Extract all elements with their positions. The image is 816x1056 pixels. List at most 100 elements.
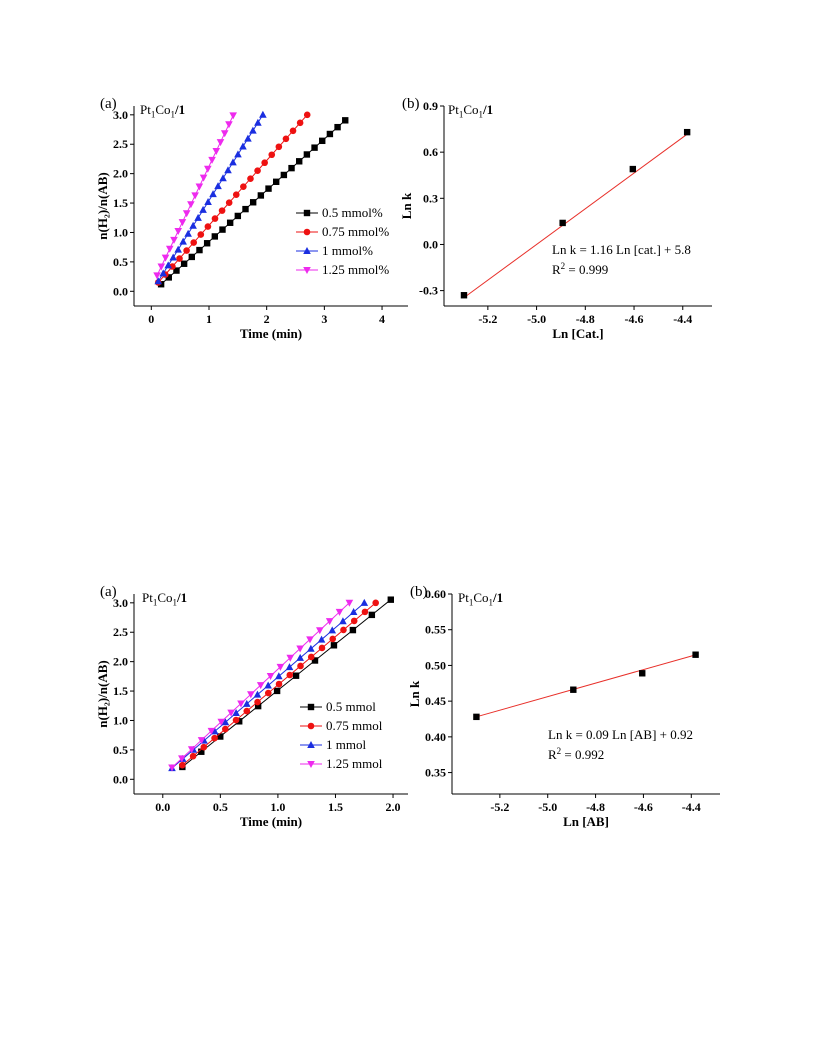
y-tick-label: 0.35 [425, 766, 446, 780]
y-axis-title: Ln k [407, 680, 422, 707]
data-point [204, 223, 212, 230]
data-point [227, 709, 235, 717]
data-point [219, 174, 227, 182]
x-tick-label: -4.8 [576, 312, 595, 326]
data-point [209, 190, 217, 198]
data-point [311, 657, 319, 664]
data-point [239, 142, 247, 150]
data-point [226, 219, 234, 226]
data-point [303, 111, 311, 119]
data-point [179, 237, 187, 245]
sample-label: Pt1Co1/1 [142, 590, 188, 608]
kinetics-chart: 0.0 0.5 1.0 1.5 2.0 2.5 3.0 0.0 0.5 1.0 1.5 2.0 Time… [95, 594, 408, 829]
data-point [339, 617, 347, 625]
y-tick-label: 0.55 [425, 623, 446, 637]
data-point [182, 210, 191, 218]
data-point [340, 626, 347, 634]
legend-label: 1.25 mmol% [322, 262, 389, 277]
legend-label: 1.25 mmol [326, 756, 383, 771]
data-point [275, 143, 283, 151]
data-point [240, 183, 247, 190]
data-point [254, 167, 261, 175]
data-point [217, 718, 226, 726]
data-point [683, 128, 691, 136]
data-point [303, 267, 311, 274]
r-squared: R2 = 0.992 [548, 746, 604, 762]
data-point [178, 219, 187, 227]
data-point [183, 247, 190, 254]
series-0-75-mmol [179, 599, 379, 769]
series-1-25-mmol [168, 599, 354, 772]
sample-label: Pt1Co1/1 [448, 102, 494, 120]
data-point [318, 644, 326, 652]
y-tick-label: 3.0 [113, 108, 128, 122]
data-point [244, 134, 252, 142]
data-point [253, 690, 262, 698]
data-point [334, 123, 341, 131]
legend-label: 0.5 mmol% [322, 205, 383, 220]
r-squared: R2 = 0.999 [552, 261, 608, 277]
data-point [265, 185, 272, 192]
data-point [169, 253, 177, 261]
data-point [273, 687, 281, 695]
data-point [316, 627, 324, 635]
series-line [157, 114, 264, 282]
data-point [196, 246, 203, 254]
data-point [307, 722, 315, 730]
x-tick-label: 0.0 [155, 800, 170, 814]
data-point [219, 226, 226, 233]
x-tick-label: -4.4 [682, 800, 701, 814]
y-axis-title: n(H₂)/n(AB) [95, 172, 110, 239]
data-point [174, 245, 182, 253]
data-point [184, 229, 192, 237]
y-tick-label: 0.60 [425, 587, 446, 601]
data-point [296, 653, 304, 661]
x-axis-title: Ln [AB] [563, 814, 609, 829]
series-0-5-mmol- [157, 117, 349, 288]
data-point [237, 700, 245, 708]
data-point [307, 703, 315, 711]
data-point [203, 240, 211, 247]
y-tick-label: 2.5 [113, 625, 128, 639]
x-axis-title: Time (min) [240, 814, 302, 829]
y-tick-label: 2.0 [113, 167, 128, 181]
y-tick-label: 0.9 [423, 99, 438, 113]
data-point [199, 174, 208, 182]
data-point [292, 672, 300, 679]
data-point [335, 608, 344, 616]
y-tick-label: 0.50 [425, 658, 446, 672]
data-point [232, 709, 240, 717]
data-point [232, 716, 240, 724]
data-point [259, 110, 267, 118]
data-point [197, 231, 205, 238]
x-tick-label: 0.5 [213, 800, 228, 814]
x-tick-label: -5.0 [527, 312, 546, 326]
y-tick-label: 0.0 [423, 237, 438, 251]
data-point [204, 165, 212, 173]
fit-line [476, 654, 696, 718]
data-point [180, 260, 188, 267]
data-point [207, 727, 216, 735]
x-tick-label: 2.0 [386, 800, 401, 814]
data-point [303, 151, 311, 158]
data-point [254, 698, 261, 706]
panel-label: (a) [100, 584, 117, 600]
data-point [217, 733, 224, 740]
data-point [225, 121, 233, 129]
data-point [473, 713, 480, 721]
top-b-panel: (b) Pt1Co1/1 -0.3 0.0 0.3 0.6 0.9 -5.2 -5.0 -4.… [399, 96, 720, 348]
data-point [282, 135, 290, 143]
data-point [692, 651, 699, 658]
x-tick-label: -5.2 [478, 312, 497, 326]
data-point [249, 199, 257, 206]
legend-label: 0.75 mmol% [322, 224, 389, 239]
data-point [303, 209, 311, 217]
x-tick-label: 3 [321, 312, 327, 326]
data-point [328, 626, 337, 634]
data-point [247, 691, 255, 699]
data-point [345, 599, 354, 607]
y-tick-label: 1.5 [113, 684, 128, 698]
linear-fit-chart: 0.35 0.40 0.45 0.50 0.55 0.60 -5.2 -5.0 -4.8 -4.6… [407, 587, 720, 829]
y-axis-title: n(H₂)/n(AB) [95, 660, 110, 727]
data-point [303, 228, 311, 236]
